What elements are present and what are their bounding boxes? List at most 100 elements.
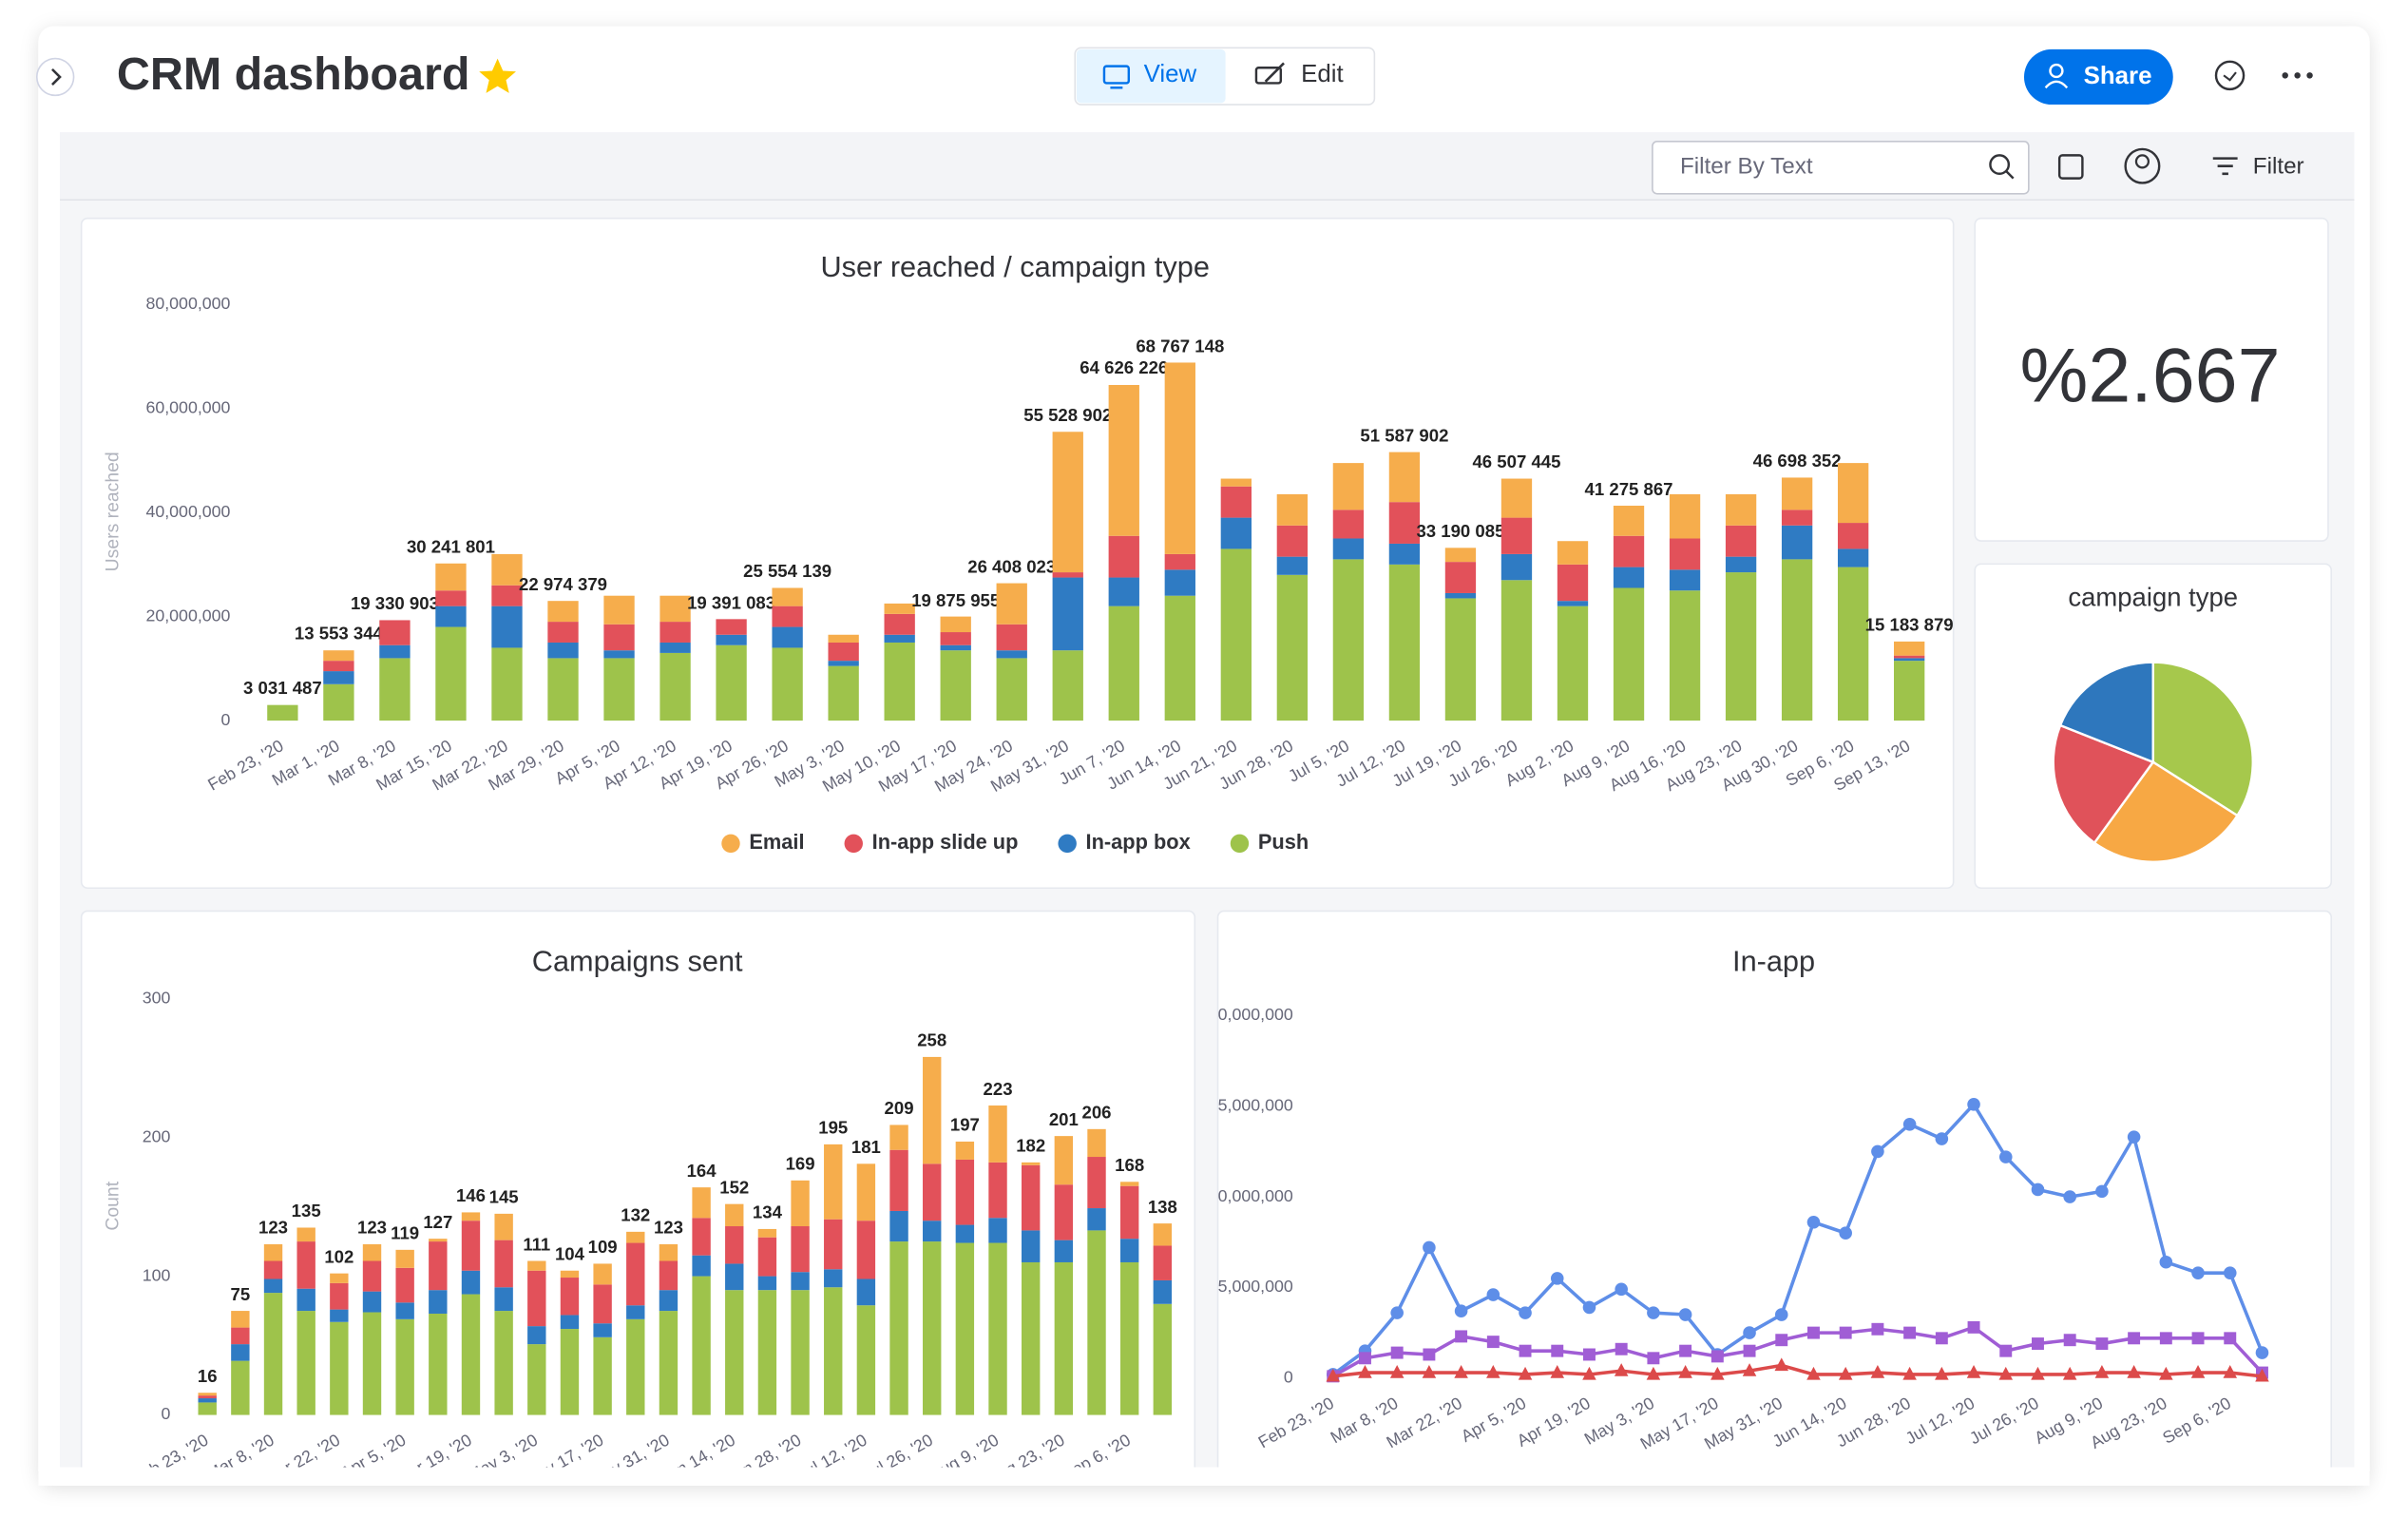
bar-segment (725, 1290, 744, 1415)
bar-segment (1052, 577, 1083, 651)
search-placeholder[interactable]: Filter By Text (1680, 154, 1813, 180)
bar-segment (461, 1221, 481, 1271)
bar-segment (1837, 548, 1869, 567)
bar-segment (716, 619, 747, 635)
bar-segment (362, 1312, 382, 1415)
total-label: 182 (1016, 1136, 1045, 1156)
bar-segment (626, 1242, 645, 1306)
bar-segment (1557, 541, 1589, 565)
bar-segment (1388, 452, 1421, 503)
bar-segment (1444, 592, 1477, 599)
bar-segment (379, 658, 411, 721)
legend: Email In-app slide up In-app box Push (721, 830, 1309, 854)
bar-segment (940, 632, 971, 645)
marker (1647, 1352, 1660, 1365)
share-button[interactable] (2023, 48, 2173, 106)
y-tick-label: 0 (221, 710, 231, 729)
more-dot[interactable] (2294, 72, 2301, 79)
bar-segment (1894, 641, 1925, 656)
bar-segment (560, 1315, 580, 1330)
marker (1806, 1215, 1821, 1229)
view-tab[interactable] (1076, 48, 1226, 104)
bar-segment (1276, 556, 1309, 575)
person-icon[interactable] (2124, 147, 2161, 184)
bar-segment (1669, 569, 1701, 591)
bar-segment (1613, 587, 1645, 721)
line (1332, 1363, 2263, 1378)
marker (1839, 1326, 1852, 1339)
marker (1358, 1364, 1372, 1378)
bar-segment (1164, 595, 1195, 721)
marker (2127, 1130, 2141, 1144)
bar-segment (1220, 478, 1252, 487)
marker (1519, 1344, 1532, 1357)
bar-segment (435, 626, 467, 721)
bar-segment (1332, 463, 1365, 510)
bar-segment (1725, 525, 1757, 557)
bar-segment (395, 1249, 414, 1268)
bar-segment (1108, 535, 1139, 578)
favorite-star[interactable] (479, 58, 516, 93)
bar-segment (296, 1311, 315, 1415)
view-label[interactable]: View (1144, 61, 1197, 87)
total-label: 25 554 139 (743, 561, 831, 581)
bar-segment (379, 620, 411, 645)
bar-segment (884, 603, 915, 614)
marker (1615, 1342, 1628, 1355)
more-dot[interactable] (2306, 72, 2313, 79)
marker (1551, 1344, 1564, 1357)
bar-segment (856, 1163, 876, 1221)
bar-segment (1052, 572, 1083, 578)
collapse-button[interactable] (35, 57, 75, 97)
marker (1998, 1366, 2014, 1380)
total-label: 41 275 867 (1585, 479, 1673, 499)
bar-segment (379, 644, 411, 659)
bar-segment (560, 1270, 580, 1278)
y-tick-label: 15,000,000 (1209, 1095, 1293, 1114)
bar-segment (940, 650, 971, 721)
bar-segment (1613, 535, 1645, 567)
bar-segment (560, 1329, 580, 1415)
bar-segment (491, 647, 523, 721)
bar-segment (828, 634, 859, 643)
more-dot[interactable] (2282, 72, 2288, 79)
bar-segment (1725, 572, 1757, 721)
marker (1423, 1348, 1436, 1361)
chart: campaign type (2052, 583, 2254, 863)
updates-icon[interactable] (2214, 60, 2246, 91)
marker (2255, 1346, 2269, 1359)
marker (1679, 1344, 1692, 1357)
filter-label[interactable]: Filter (2253, 154, 2304, 180)
bar-segment (884, 613, 915, 635)
marker (1614, 1363, 1629, 1376)
bar-segment (757, 1237, 777, 1277)
bar-segment (725, 1263, 744, 1291)
bar-segment (1119, 1239, 1139, 1262)
bar-segment (988, 1162, 1007, 1219)
bar-segment (1054, 1136, 1074, 1185)
bar-segment (757, 1228, 777, 1238)
marker (1839, 1226, 1852, 1240)
save-icon[interactable] (2057, 154, 2084, 180)
bar-segment (1725, 493, 1757, 526)
total-label: 51 587 902 (1360, 425, 1448, 445)
bar-segment (1444, 548, 1477, 563)
bar-segment (772, 606, 803, 627)
bar-segment (923, 1241, 942, 1415)
marker (2063, 1334, 2076, 1347)
edit-label[interactable]: Edit (1301, 61, 1344, 87)
search-box[interactable] (1652, 141, 2030, 195)
share-label[interactable]: Share (2084, 63, 2152, 89)
marker (1326, 1368, 1341, 1382)
updates-icon-mark (2223, 71, 2237, 82)
bar-segment (884, 634, 915, 643)
marker (1486, 1336, 1500, 1349)
marker (1422, 1364, 1437, 1378)
bar-segment (395, 1267, 414, 1303)
total-label: 19 391 083 (687, 593, 775, 613)
marker (1710, 1366, 1725, 1380)
total-label: 145 (489, 1187, 519, 1207)
bar-segment (603, 624, 635, 651)
filter-icon[interactable] (2212, 157, 2238, 176)
bar-segment (889, 1241, 908, 1415)
